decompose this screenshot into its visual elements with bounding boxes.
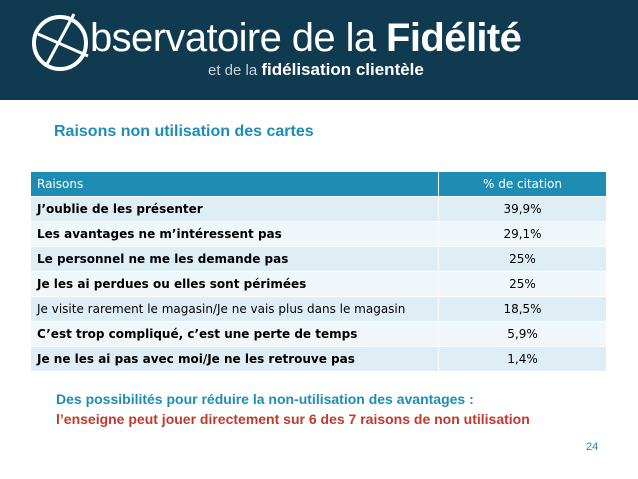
- table-header-row: Raisons % de citation: [30, 171, 607, 197]
- table-row: C’est trop compliqué, c’est une perte de…: [30, 321, 607, 347]
- reason-cell: C’est trop compliqué, c’est une perte de…: [30, 321, 439, 347]
- observatoire-logo-icon: [32, 13, 89, 71]
- percent-cell: 29,1%: [438, 221, 607, 247]
- header-reasons: Raisons: [30, 171, 439, 197]
- header-banner: bservatoire de la Fidélité et de la fidé…: [0, 0, 638, 100]
- table-row: Je les ai perdues ou elles sont périmées…: [30, 271, 607, 297]
- reason-cell: Les avantages ne m’intéressent pas: [30, 221, 439, 247]
- table-row: J’oublie de les présenter 39,9%: [30, 196, 607, 222]
- table-row: Je ne les ai pas avec moi/Je ne les retr…: [30, 346, 607, 372]
- percent-cell: 18,5%: [438, 296, 607, 322]
- brand-subtitle: et de la fidélisation clientèle: [208, 60, 424, 79]
- percent-cell: 5,9%: [438, 321, 607, 347]
- table-row: Le personnel ne me les demande pas 25%: [30, 246, 607, 272]
- table-row: Je visite rarement le magasin/Je ne vais…: [30, 296, 607, 322]
- reason-cell: Le personnel ne me les demande pas: [30, 246, 439, 272]
- reason-cell: J’oublie de les présenter: [30, 196, 439, 222]
- percent-cell: 25%: [438, 271, 607, 297]
- percent-cell: 1,4%: [438, 346, 607, 372]
- percent-cell: 25%: [438, 246, 607, 272]
- reason-cell: Je ne les ai pas avec moi/Je ne les retr…: [30, 346, 439, 372]
- reasons-table: Raisons % de citation J’oublie de les pr…: [30, 171, 607, 372]
- reason-cell: Je visite rarement le magasin/Je ne vais…: [30, 296, 439, 322]
- reason-cell: Je les ai perdues ou elles sont périmées: [30, 271, 439, 297]
- header-percent: % de citation: [438, 171, 607, 197]
- conclusion-line-1: Des possibilités pour réduire la non-uti…: [56, 391, 474, 407]
- page-number: 24: [586, 441, 599, 453]
- percent-cell: 39,9%: [438, 196, 607, 222]
- section-title: Raisons non utilisation des cartes: [54, 123, 314, 140]
- conclusion-line-2: l’enseigne peut jouer directement sur 6 …: [56, 411, 530, 427]
- brand-title: bservatoire de la Fidélité: [90, 16, 522, 60]
- table-row: Les avantages ne m’intéressent pas 29,1%: [30, 221, 607, 247]
